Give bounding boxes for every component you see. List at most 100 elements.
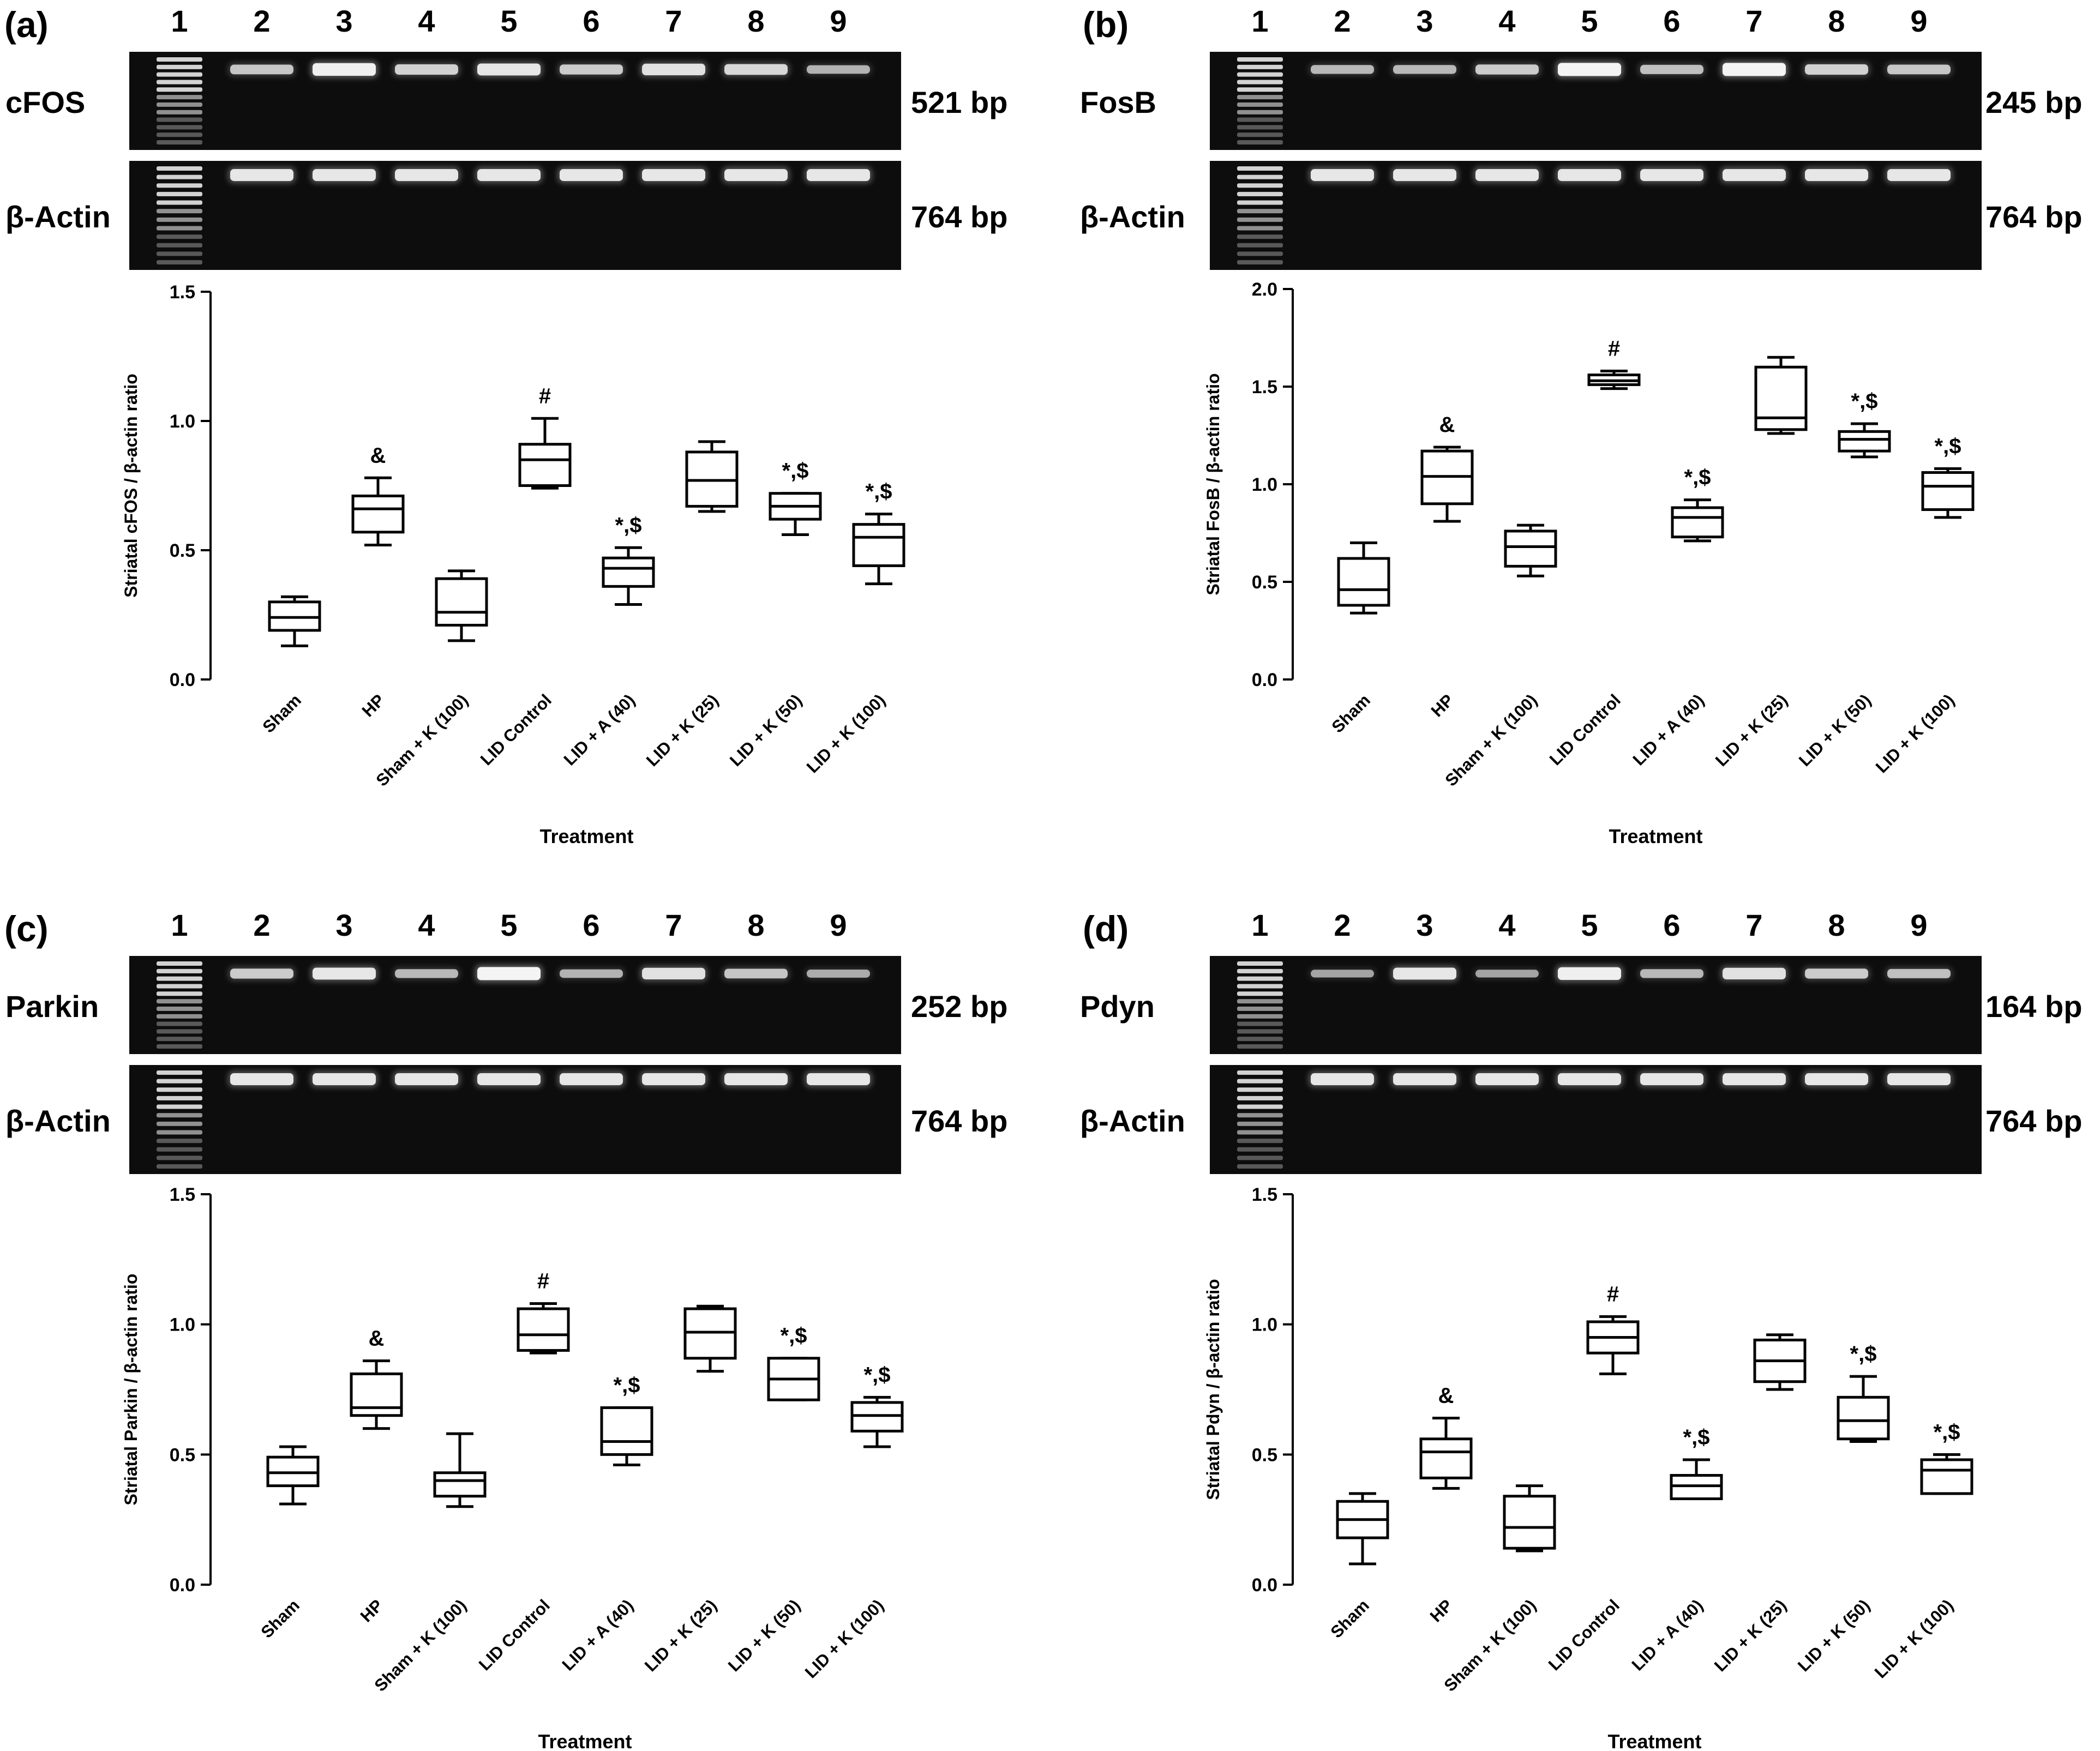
- lane-number: 3: [1416, 4, 1433, 38]
- gel-band: [642, 63, 705, 75]
- gel-band: [1558, 63, 1621, 76]
- box-iqr: [1837, 1395, 1890, 1441]
- significance-marker: *,$: [1850, 1342, 1877, 1366]
- lane-number: 8: [747, 908, 764, 942]
- ladder-band: [157, 1014, 202, 1019]
- x-tick-label: Sham: [257, 1596, 303, 1641]
- ladder-band: [1237, 1113, 1283, 1118]
- ladder-band: [1237, 1021, 1283, 1026]
- box-iqr: [517, 1307, 570, 1352]
- lane-number: 2: [1334, 4, 1351, 38]
- ladder-band: [1237, 95, 1283, 100]
- ladder-band: [1237, 72, 1283, 77]
- gel-band: [477, 169, 541, 181]
- gel-label: β-Actin: [5, 1104, 111, 1138]
- gel-gene: FosB 245 bp: [1080, 52, 2082, 150]
- gel-band: [560, 969, 623, 978]
- x-tick-label: HP: [358, 690, 388, 720]
- boxplot: 0.0 0.5 1.0 1.5 2.0 Striatal FosB / β-actin r…: [1203, 279, 1975, 847]
- box-3: # LID Control: [1545, 1282, 1640, 1674]
- y-tick-label: 0.5: [1252, 572, 1277, 593]
- gel-label: Pdyn: [1080, 989, 1155, 1024]
- box-3: # LID Control: [475, 1269, 570, 1674]
- ladder-band: [1237, 976, 1283, 981]
- gel-band: [395, 64, 458, 75]
- gel-band: [724, 1073, 788, 1085]
- gel-ref: β-Actin 764 bp: [5, 1065, 1007, 1174]
- x-tick-label: LID Control: [1546, 690, 1624, 769]
- x-tick-label: LID + K (50): [724, 1596, 804, 1675]
- panel-letter: (a): [4, 4, 49, 45]
- significance-marker: &: [1438, 1384, 1454, 1408]
- ladder-band: [1237, 200, 1283, 205]
- significance-marker: #: [1607, 1282, 1619, 1306]
- gel-band: [1558, 1073, 1621, 1085]
- ladder-band: [157, 1079, 202, 1084]
- x-tick-label: Sham + K (100): [370, 1596, 470, 1695]
- x-tick-label: LID + K (25): [1711, 1596, 1790, 1675]
- gel-band: [724, 968, 788, 979]
- gel-band: [1723, 1073, 1786, 1085]
- gel-band: [1558, 169, 1621, 181]
- box-iqr: [435, 577, 488, 627]
- gel-band: [807, 65, 870, 74]
- ladder-band: [157, 191, 202, 196]
- ladder-band: [157, 110, 202, 115]
- lane-number: 9: [1910, 908, 1927, 942]
- box-iqr: [1671, 506, 1724, 539]
- ladder-band: [1237, 1096, 1283, 1100]
- ladder-band: [157, 166, 202, 171]
- box-iqr: [433, 1471, 487, 1498]
- box-iqr: [1419, 1437, 1473, 1479]
- lane-number: 1: [171, 4, 188, 38]
- box-7: *,$ LID + K (100): [803, 480, 905, 777]
- gel-bp-label: 252 bp: [911, 989, 1007, 1024]
- ladder-band: [157, 1104, 202, 1109]
- ladder-band: [157, 209, 202, 214]
- significance-marker: *,$: [1851, 389, 1878, 413]
- box-6: *,$ LID + K (50): [726, 459, 822, 770]
- ladder-band: [1237, 125, 1283, 130]
- ladder-band: [157, 72, 202, 77]
- lane-number: 8: [1828, 4, 1845, 38]
- gel-band: [1640, 64, 1703, 74]
- ladder-lane: [1237, 166, 1283, 264]
- lane-number: 8: [1828, 908, 1845, 942]
- ladder-band: [157, 226, 202, 231]
- ladder-band: [157, 251, 202, 256]
- gel-band: [1640, 969, 1703, 978]
- lane-number: 1: [171, 908, 188, 942]
- box-1: & HP: [1420, 413, 1474, 720]
- ladder-band: [157, 117, 202, 122]
- ladder-band: [1237, 1070, 1283, 1075]
- y-tick-label: 0.0: [170, 1575, 195, 1596]
- gel-band: [724, 64, 788, 75]
- box-0: Sham: [1328, 541, 1390, 737]
- gel-band: [1805, 968, 1868, 979]
- ladder-band: [1237, 1130, 1283, 1135]
- lane-number: 9: [830, 4, 847, 38]
- ladder-band: [157, 1037, 202, 1042]
- gel-band: [1393, 65, 1456, 74]
- ladder-lane: [1237, 1070, 1283, 1169]
- ladder-band: [157, 260, 202, 264]
- x-tick-label: LID + A (40): [560, 690, 639, 769]
- ladder-band: [1237, 251, 1283, 256]
- lane-number: 2: [253, 908, 270, 942]
- x-tick-label: LID + K (100): [801, 1596, 887, 1682]
- gel-band: [560, 64, 623, 75]
- x-tick-label: Sham + K (100): [372, 690, 472, 790]
- box-7: *,$ LID + K (100): [1871, 1420, 1973, 1682]
- gel-band: [1393, 967, 1456, 980]
- box-iqr: [852, 523, 905, 567]
- ladder-band: [1237, 209, 1283, 214]
- gel-band: [560, 1073, 623, 1085]
- box-7: *,$ LID + K (100): [1872, 434, 1975, 777]
- ladder-band: [1237, 1079, 1283, 1084]
- ladder-band: [1237, 1006, 1283, 1011]
- lane-number: 6: [1663, 908, 1680, 942]
